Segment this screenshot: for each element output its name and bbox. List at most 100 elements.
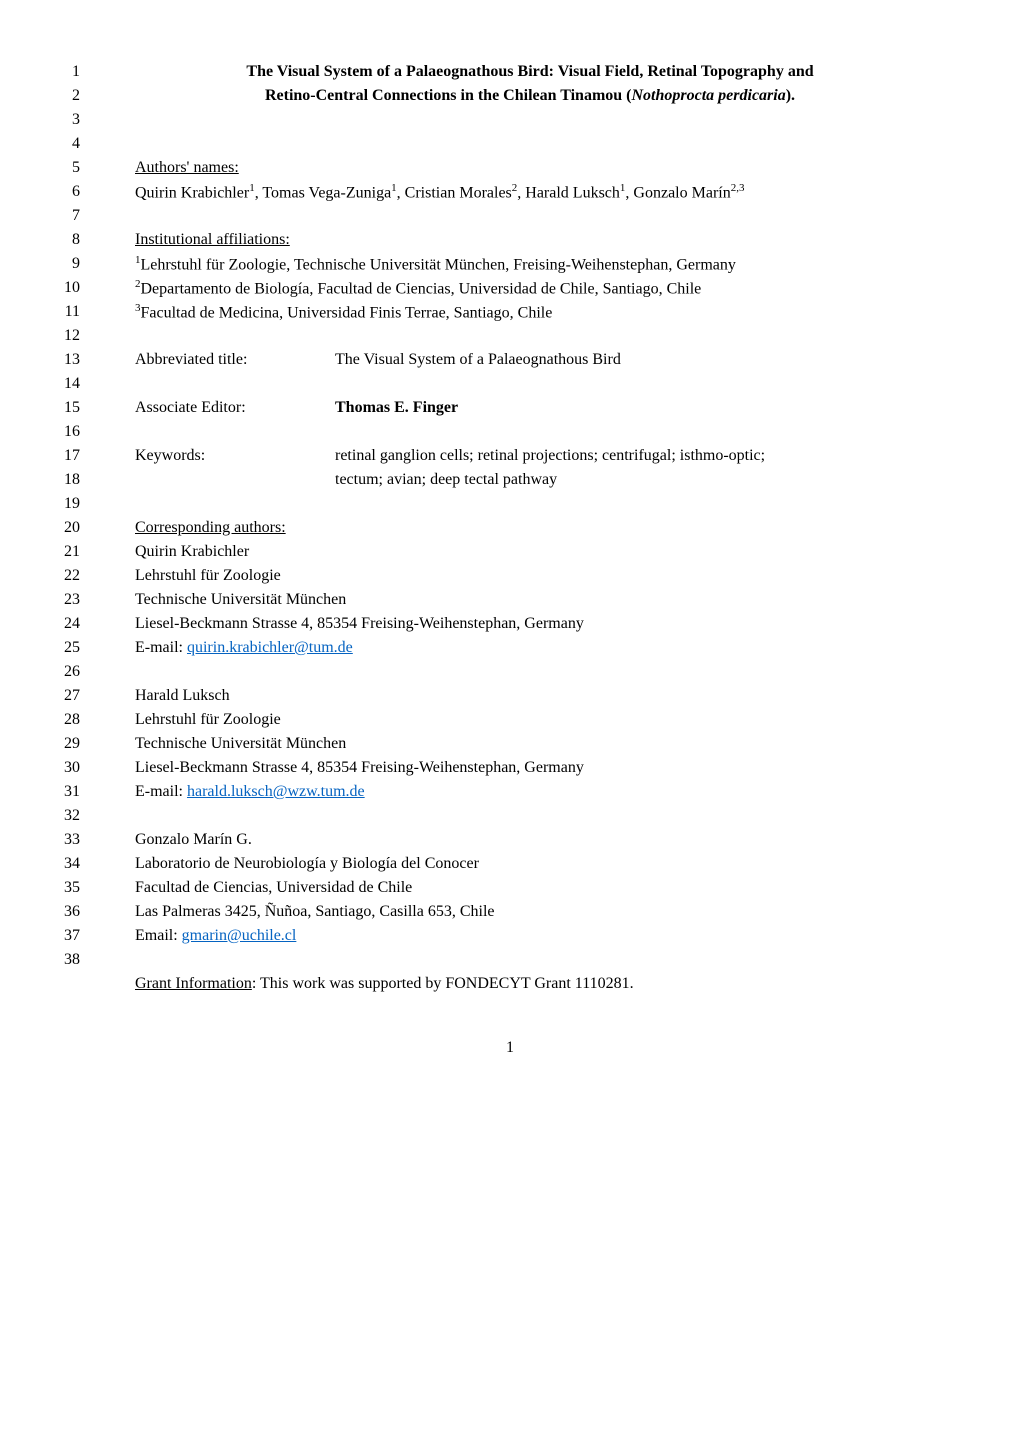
line-number: 16: [55, 420, 80, 444]
line-number: 14: [55, 372, 80, 396]
blank-line: [135, 660, 925, 684]
author-name: , Cristian Morales: [397, 184, 512, 201]
line-number: 38: [55, 948, 80, 972]
affiliation-text: Facultad de Medicina, Universidad Finis …: [141, 304, 553, 321]
line-number: 9: [55, 252, 80, 276]
page-number: 1: [95, 1036, 925, 1060]
grant-info-text: : This work was supported by FONDECYT Gr…: [252, 975, 634, 992]
keywords-row-1: Keywords: retinal ganglion cells; retina…: [135, 444, 925, 468]
document-content: The Visual System of a Palaeognathous Bi…: [135, 60, 925, 996]
line-number: 21: [55, 540, 80, 564]
paper-title: The Visual System of a Palaeognathous Bi…: [135, 60, 925, 108]
title-text: ).: [786, 87, 795, 104]
corr-author-3-lab: Laboratorio de Neurobiología y Biología …: [135, 852, 925, 876]
abbreviated-title-value: The Visual System of a Palaeognathous Bi…: [335, 348, 925, 372]
author-name: , Harald Luksch: [517, 184, 620, 201]
section-heading-authors: Authors' names:: [135, 156, 925, 180]
title-line-2: Retino-Central Connections in the Chilea…: [135, 84, 925, 108]
corr-author-1-dept: Lehrstuhl für Zoologie: [135, 564, 925, 588]
line-number: 22: [55, 564, 80, 588]
corr-author-2-name: Harald Luksch: [135, 684, 925, 708]
corr-author-2-addr: Liesel-Beckmann Strasse 4, 85354 Freisin…: [135, 756, 925, 780]
line-number: 35: [55, 876, 80, 900]
line-number: 13: [55, 348, 80, 372]
line-number: 15: [55, 396, 80, 420]
line-number: 7: [55, 204, 80, 228]
email-link[interactable]: gmarin@uchile.cl: [182, 927, 297, 944]
line-number: 28: [55, 708, 80, 732]
line-number: 3: [55, 108, 80, 132]
author-name: , Tomas Vega-Zuniga: [255, 184, 391, 201]
keywords-value-2: tectum; avian; deep tectal pathway: [335, 468, 925, 492]
line-number: 34: [55, 852, 80, 876]
corr-author-1-addr: Liesel-Beckmann Strasse 4, 85354 Freisin…: [135, 612, 925, 636]
keywords-label: Keywords:: [135, 444, 335, 468]
email-link[interactable]: harald.luksch@wzw.tum.de: [187, 783, 365, 800]
abbreviated-title-row: Abbreviated title: The Visual System of …: [135, 348, 925, 372]
grant-information-line: Grant Information: This work was support…: [135, 972, 925, 996]
line-number: 10: [55, 276, 80, 300]
line-number: 8: [55, 228, 80, 252]
corr-author-1-name: Quirin Krabichler: [135, 540, 925, 564]
affiliation-text: Departamento de Biología, Facultad de Ci…: [141, 280, 702, 297]
corr-author-2-email-line: E-mail: harald.luksch@wzw.tum.de: [135, 780, 925, 804]
affiliation-3: 3Facultad de Medicina, Universidad Finis…: [135, 300, 925, 324]
blank-line: [135, 948, 925, 972]
corr-author-3-name: Gonzalo Marín G.: [135, 828, 925, 852]
affiliation-2: 2Departamento de Biología, Facultad de C…: [135, 276, 925, 300]
blank-line: [135, 492, 925, 516]
blank-line: [135, 804, 925, 828]
blank-line: [135, 132, 925, 156]
line-number: 12: [55, 324, 80, 348]
keywords-label-empty: [135, 468, 335, 492]
line-number: 33: [55, 828, 80, 852]
authors-list: Quirin Krabichler1, Tomas Vega-Zuniga1, …: [135, 180, 925, 204]
corr-author-2-univ: Technische Universität München: [135, 732, 925, 756]
email-label: E-mail:: [135, 639, 187, 656]
title-line-1: The Visual System of a Palaeognathous Bi…: [135, 60, 925, 84]
corr-author-1-email-line: E-mail: quirin.krabichler@tum.de: [135, 636, 925, 660]
line-number: 23: [55, 588, 80, 612]
blank-line: [135, 372, 925, 396]
line-number: 31: [55, 780, 80, 804]
section-heading-affiliations: Institutional affiliations:: [135, 228, 925, 252]
email-link[interactable]: quirin.krabichler@tum.de: [187, 639, 353, 656]
blank-line: [135, 324, 925, 348]
line-number: 11: [55, 300, 80, 324]
line-number: 20: [55, 516, 80, 540]
blank-line: [135, 420, 925, 444]
line-number: 27: [55, 684, 80, 708]
blank-line: [135, 204, 925, 228]
line-number: 19: [55, 492, 80, 516]
author-name: , Gonzalo Marín: [625, 184, 730, 201]
section-heading-corresponding: Corresponding authors:: [135, 516, 925, 540]
species-name: Nothoprocta perdicaria: [632, 87, 786, 104]
corr-author-3-addr: Las Palmeras 3425, Ñuñoa, Santiago, Casi…: [135, 900, 925, 924]
line-number: 24: [55, 612, 80, 636]
corr-author-2-dept: Lehrstuhl für Zoologie: [135, 708, 925, 732]
line-number: 2: [55, 84, 80, 108]
associate-editor-value: Thomas E. Finger: [335, 396, 925, 420]
author-name: Quirin Krabichler: [135, 184, 249, 201]
line-number: 17: [55, 444, 80, 468]
line-number: 4: [55, 132, 80, 156]
line-number: 26: [55, 660, 80, 684]
affiliation-1: 1Lehrstuhl für Zoologie, Technische Univ…: [135, 252, 925, 276]
grant-info-heading: Grant Information: [135, 975, 252, 992]
line-number: 1: [55, 60, 80, 84]
keywords-value-1: retinal ganglion cells; retinal projecti…: [335, 444, 925, 468]
abbreviated-title-label: Abbreviated title:: [135, 348, 335, 372]
email-label: Email:: [135, 927, 182, 944]
line-number: 25: [55, 636, 80, 660]
corr-author-3-email-line: Email: gmarin@uchile.cl: [135, 924, 925, 948]
associate-editor-row: Associate Editor: Thomas E. Finger: [135, 396, 925, 420]
line-number-gutter: 1 2 3 4 5 6 7 8 9 10 11 12 13 14 15 16 1…: [55, 60, 80, 972]
title-text: Retino-Central Connections in the Chilea…: [265, 87, 632, 104]
affiliation-text: Lehrstuhl für Zoologie, Technische Unive…: [141, 256, 736, 273]
line-number: 32: [55, 804, 80, 828]
keywords-row-2: tectum; avian; deep tectal pathway: [135, 468, 925, 492]
line-number: 18: [55, 468, 80, 492]
line-number: 6: [55, 180, 80, 204]
email-label: E-mail:: [135, 783, 187, 800]
line-number: 29: [55, 732, 80, 756]
